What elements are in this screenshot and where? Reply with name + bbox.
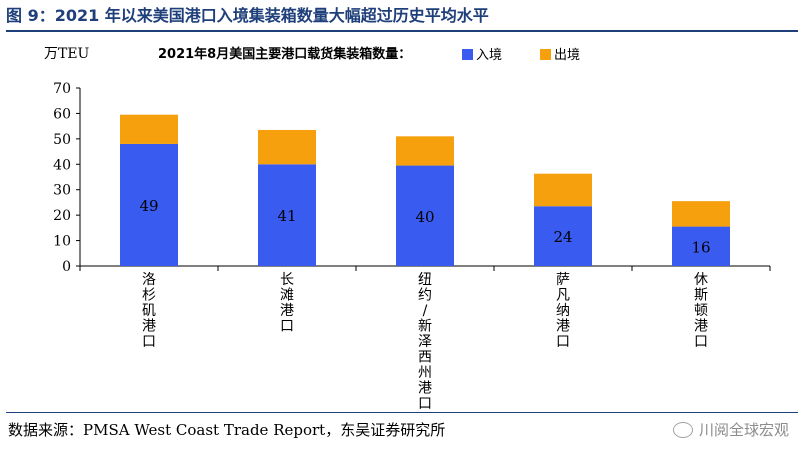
x-category-label: 洛杉矶港口 bbox=[142, 272, 156, 350]
watermark-text: 川阅全球宏观 bbox=[698, 421, 789, 439]
legend-swatch-1 bbox=[462, 49, 473, 60]
bar-inbound bbox=[534, 206, 592, 266]
chart-title: 2021年8月美国主要港口载货集装箱数量： bbox=[158, 46, 411, 62]
x-category-label: 长滩港口 bbox=[280, 272, 294, 335]
bars: 49 41 40 24 16 bbox=[120, 114, 730, 266]
bar-inbound bbox=[258, 164, 316, 266]
bar-outbound bbox=[672, 201, 730, 227]
y-tick-label: 20 bbox=[53, 208, 71, 224]
stacked-bar-chart: 万TEU 2021年8月美国主要港口载货集装箱数量： 入境 出境 0 10 20 30 4… bbox=[44, 46, 771, 410]
source-note: 数据来源：PMSA West Coast Trade Report，东吴证券研究… bbox=[8, 421, 446, 439]
y-tick-label: 0 bbox=[62, 259, 71, 275]
y-tick-label: 40 bbox=[53, 157, 71, 173]
wechat-icon bbox=[672, 421, 693, 438]
x-category-label: 萨凡纳港口 bbox=[556, 272, 570, 350]
legend-swatch-2 bbox=[540, 49, 551, 60]
y-axis-unit: 万TEU bbox=[44, 46, 90, 62]
y-tick-label: 10 bbox=[53, 234, 71, 250]
bar-outbound bbox=[120, 114, 178, 144]
y-tick-label: 30 bbox=[53, 183, 71, 199]
bottom-rule bbox=[6, 412, 798, 413]
bar-data-label: 40 bbox=[415, 208, 434, 226]
bar-data-label: 24 bbox=[553, 228, 572, 246]
y-tick-label: 60 bbox=[53, 106, 71, 122]
x-category-label: 休斯顿港口 bbox=[694, 272, 708, 350]
bar-data-label: 41 bbox=[277, 207, 296, 225]
bar-data-label: 49 bbox=[139, 197, 158, 215]
x-category-label: 纽约/新泽西州港口 bbox=[418, 272, 432, 410]
figure-title: 图 9：2021 年以来美国港口入境集装箱数量大幅超过历史平均水平 bbox=[6, 6, 489, 25]
bar-outbound bbox=[258, 129, 316, 165]
y-tick-label: 50 bbox=[53, 132, 71, 148]
legend-label-2: 出境 bbox=[554, 48, 580, 63]
bar-inbound bbox=[396, 165, 454, 266]
y-tick-label: 70 bbox=[53, 81, 71, 97]
title-rule bbox=[6, 30, 798, 32]
legend-label-1: 入境 bbox=[476, 48, 502, 63]
bar-outbound bbox=[396, 136, 454, 166]
bar-inbound bbox=[672, 226, 730, 266]
watermark: 川阅全球宏观 bbox=[672, 419, 789, 441]
bar-data-label: 16 bbox=[691, 238, 710, 256]
bar-outbound bbox=[534, 173, 592, 207]
y-axis: 0 10 20 30 40 50 60 70 bbox=[53, 81, 81, 275]
bar-inbound bbox=[120, 143, 178, 266]
legend: 入境 出境 bbox=[462, 48, 580, 63]
x-axis: 洛杉矶港口 长滩港口 纽约/新泽西州港口 萨凡纳港口 休斯顿港口 bbox=[79, 265, 771, 410]
